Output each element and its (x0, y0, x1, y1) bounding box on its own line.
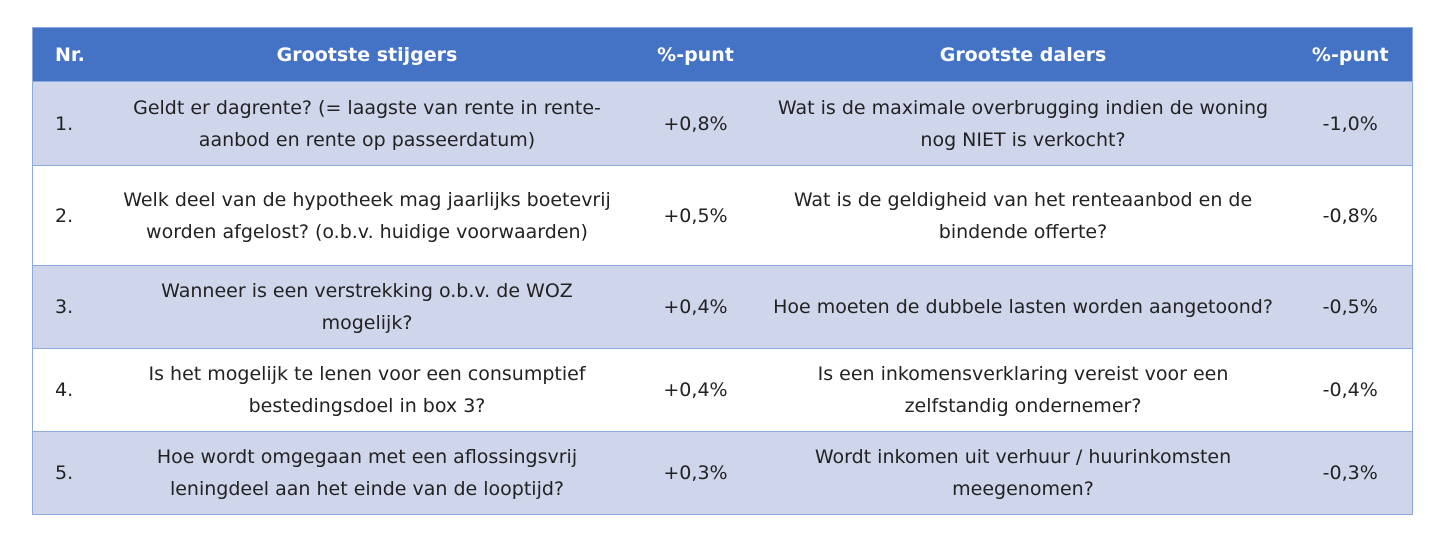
table-row: 3. Wanneer is een verstrekking o.b.v. de … (32, 265, 1413, 349)
header-cell: %-punt (633, 27, 758, 82)
percentage-cell: -0,8% (1288, 165, 1413, 266)
percentage-cell: -0,3% (1288, 431, 1413, 515)
table-row: 2. Welk deel van de hypotheek mag jaarlij… (32, 165, 1413, 266)
question-cell: Wat is de geldigheid van het renteaanbod… (757, 165, 1289, 266)
percentage-cell: +0,8% (633, 81, 758, 166)
table-row: 5. Hoe wordt omgegaan met een aflossingsv… (32, 431, 1413, 515)
row-number: 1. (32, 81, 101, 166)
question-cell: Is een inkomensverklaring vereist voor e… (757, 348, 1289, 432)
table-row: 1. Geldt er dagrente? (= laagste van rent… (32, 81, 1413, 166)
percentage-cell: +0,4% (633, 348, 758, 432)
table-body: 1. Geldt er dagrente? (= laagste van rent… (32, 81, 1413, 515)
percentage-cell: +0,5% (633, 165, 758, 266)
question-cell: Welk deel van de hypotheek mag jaarlijks… (100, 165, 634, 266)
percentage-cell: -1,0% (1288, 81, 1413, 166)
header-cell: Grootste stijgers (100, 27, 634, 82)
question-cell: Geldt er dagrente? (= laagste van rente … (100, 81, 634, 166)
percentage-cell: +0,4% (633, 265, 758, 349)
row-number: 3. (32, 265, 101, 349)
row-number: 2. (32, 165, 101, 266)
question-cell: Is het mogelijk te lenen voor een consum… (100, 348, 634, 432)
question-cell: Wanneer is een verstrekking o.b.v. de WO… (100, 265, 634, 349)
question-cell: Hoe wordt omgegaan met een aflossingsvri… (100, 431, 634, 515)
header-cell: Nr. (32, 27, 101, 82)
question-cell: Hoe moeten de dubbele lasten worden aang… (757, 265, 1289, 349)
percentage-cell: -0,4% (1288, 348, 1413, 432)
question-cell: Wordt inkomen uit verhuur / huurinkomste… (757, 431, 1289, 515)
percentage-cell: +0,3% (633, 431, 758, 515)
row-number: 5. (32, 431, 101, 515)
question-cell: Wat is de maximale overbrugging indien d… (757, 81, 1289, 166)
table-row: 4. Is het mogelijk te lenen voor een cons… (32, 348, 1413, 432)
header-row: Nr. Grootste stijgers %-punt Grootste daler… (32, 27, 1413, 82)
header-cell: Grootste dalers (757, 27, 1289, 82)
data-table: Nr. Grootste stijgers %-punt Grootste daler… (32, 27, 1413, 515)
percentage-cell: -0,5% (1288, 265, 1413, 349)
header-cell: %-punt (1288, 27, 1413, 82)
row-number: 4. (32, 348, 101, 432)
